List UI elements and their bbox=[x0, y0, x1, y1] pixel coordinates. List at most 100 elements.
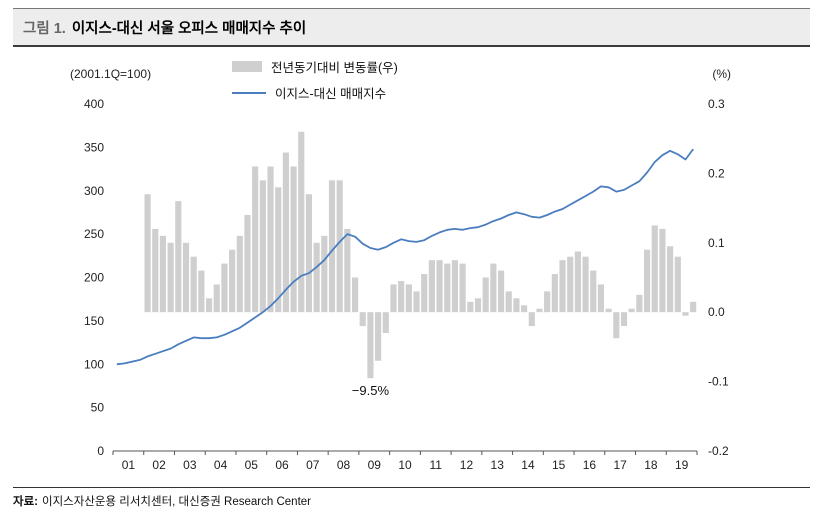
yoy-bar bbox=[336, 180, 343, 313]
yoy-bar bbox=[236, 235, 243, 313]
figure-header: 그림 1. 이지스-대신 서울 오피스 매매지수 추이 bbox=[13, 8, 810, 47]
yoy-bar bbox=[582, 256, 589, 313]
yoy-bar bbox=[175, 201, 182, 313]
right-axis-tick-label: -0.1 bbox=[708, 375, 729, 389]
yoy-bar bbox=[244, 215, 251, 313]
yoy-bar bbox=[298, 131, 305, 313]
source-footer: 자료: 이지스자산운용 리서치센터, 대신증권 Research Center bbox=[13, 487, 810, 509]
x-axis-tick-label: 17 bbox=[613, 458, 627, 472]
x-axis-tick-label: 12 bbox=[460, 458, 474, 472]
yoy-bar bbox=[497, 270, 505, 313]
x-axis-tick-label: 01 bbox=[122, 458, 136, 472]
x-axis-tick-label: 05 bbox=[245, 458, 259, 472]
yoy-bar bbox=[620, 312, 628, 327]
yoy-bar bbox=[421, 274, 428, 313]
yoy-bar bbox=[490, 263, 497, 313]
right-axis-unit-label: (%) bbox=[712, 67, 731, 81]
yoy-bar bbox=[198, 270, 205, 313]
x-axis-tick-label: 04 bbox=[214, 458, 228, 472]
yoy-bar bbox=[367, 312, 374, 379]
x-axis-tick-label: 16 bbox=[583, 458, 597, 472]
left-axis-tick-label: 350 bbox=[84, 140, 104, 154]
yoy-bar bbox=[451, 260, 459, 313]
yoy-bar bbox=[390, 284, 397, 313]
yoy-bar bbox=[559, 260, 566, 313]
page-title: 이지스-대신 서울 오피스 매매지수 추이 bbox=[71, 21, 307, 37]
chart-top-row: (2001.1Q=100) 전년동기대비 변동률(우) 이지스-대신 매매지수 … bbox=[0, 47, 823, 102]
yoy-bar bbox=[467, 301, 474, 313]
left-axis-tick-label: 0 bbox=[97, 444, 104, 458]
chart-svg: 050100150200250300350400-0.2-0.10.00.10.… bbox=[84, 99, 729, 472]
x-axis-tick-label: 08 bbox=[337, 458, 351, 472]
left-axis-tick-label: 300 bbox=[84, 184, 104, 198]
yoy-bar bbox=[444, 263, 451, 313]
right-axis-tick-label: 0.3 bbox=[708, 99, 725, 111]
yoy-bar bbox=[674, 256, 681, 313]
x-axis-tick-label: 06 bbox=[275, 458, 289, 472]
source-text: 이지스자산운용 리서치센터, 대신증권 Research Center bbox=[42, 496, 311, 508]
legend-item-yoy-bars: 전년동기대비 변동률(우) bbox=[232, 57, 398, 76]
yoy-bar bbox=[305, 194, 313, 313]
left-axis-tick-label: 150 bbox=[84, 314, 104, 328]
yoy-bar bbox=[459, 263, 466, 313]
yoy-bar bbox=[413, 291, 420, 313]
yoy-bar bbox=[682, 312, 689, 316]
yoy-bar bbox=[505, 291, 512, 313]
yoy-bar bbox=[351, 277, 359, 313]
yoy-bar bbox=[321, 235, 328, 313]
index-line bbox=[116, 148, 694, 366]
yoy-bar bbox=[428, 260, 435, 313]
yoy-bar bbox=[528, 312, 535, 327]
yoy-bar bbox=[574, 251, 581, 313]
source-label: 자료: bbox=[13, 496, 38, 508]
yoy-bar bbox=[551, 274, 558, 313]
yoy-bar bbox=[275, 187, 282, 313]
yoy-bar bbox=[605, 308, 612, 313]
legend-label-index: 이지스-대신 매매지수 bbox=[275, 87, 387, 101]
yoy-bar bbox=[659, 228, 666, 313]
line-swatch-icon bbox=[232, 91, 266, 94]
legend: 전년동기대비 변동률(우) 이지스-대신 매매지수 bbox=[232, 57, 398, 102]
annotation-label: −9.5% bbox=[352, 383, 390, 398]
yoy-bar bbox=[628, 308, 635, 313]
yoy-bar bbox=[205, 298, 213, 313]
x-axis-tick-label: 07 bbox=[306, 458, 320, 472]
yoy-bar bbox=[375, 312, 382, 361]
yoy-bar bbox=[405, 284, 412, 313]
yoy-bar bbox=[636, 294, 643, 313]
left-axis-tick-label: 200 bbox=[84, 271, 104, 285]
x-axis-tick-label: 03 bbox=[183, 458, 197, 472]
yoy-bar bbox=[474, 298, 482, 313]
left-axis-tick-label: 50 bbox=[91, 401, 105, 415]
right-axis-tick-label: 0.0 bbox=[708, 305, 725, 319]
yoy-bar bbox=[690, 301, 697, 313]
x-axis-tick-label: 15 bbox=[552, 458, 566, 472]
x-axis-tick-label: 13 bbox=[491, 458, 505, 472]
yoy-bar bbox=[252, 166, 259, 313]
figure-number-label: 그림 1. bbox=[23, 21, 66, 37]
legend-label-yoy: 전년동기대비 변동률(우) bbox=[271, 61, 398, 75]
yoy-bar bbox=[190, 256, 197, 313]
x-axis-tick-label: 09 bbox=[368, 458, 382, 472]
yoy-bar bbox=[436, 260, 443, 313]
right-axis-tick-label: 0.2 bbox=[708, 166, 725, 180]
right-axis-tick-label: 0.1 bbox=[708, 236, 725, 250]
yoy-bar bbox=[521, 305, 528, 313]
yoy-bar bbox=[267, 166, 274, 313]
yoy-bar bbox=[590, 270, 597, 313]
bar-swatch-icon bbox=[232, 61, 262, 72]
yoy-bar bbox=[513, 298, 520, 313]
yoy-bar bbox=[359, 312, 366, 327]
yoy-bar bbox=[229, 249, 236, 313]
yoy-bar bbox=[290, 166, 297, 313]
yoy-bar bbox=[213, 284, 220, 313]
yoy-bar bbox=[259, 180, 266, 313]
yoy-bar bbox=[221, 263, 228, 313]
yoy-bar bbox=[152, 228, 159, 313]
yoy-bar bbox=[167, 242, 174, 313]
x-axis-tick-label: 18 bbox=[644, 458, 658, 472]
yoy-bar bbox=[282, 152, 289, 313]
yoy-bar bbox=[482, 277, 489, 313]
left-axis-tick-label: 400 bbox=[84, 99, 104, 111]
yoy-bar bbox=[159, 235, 167, 313]
